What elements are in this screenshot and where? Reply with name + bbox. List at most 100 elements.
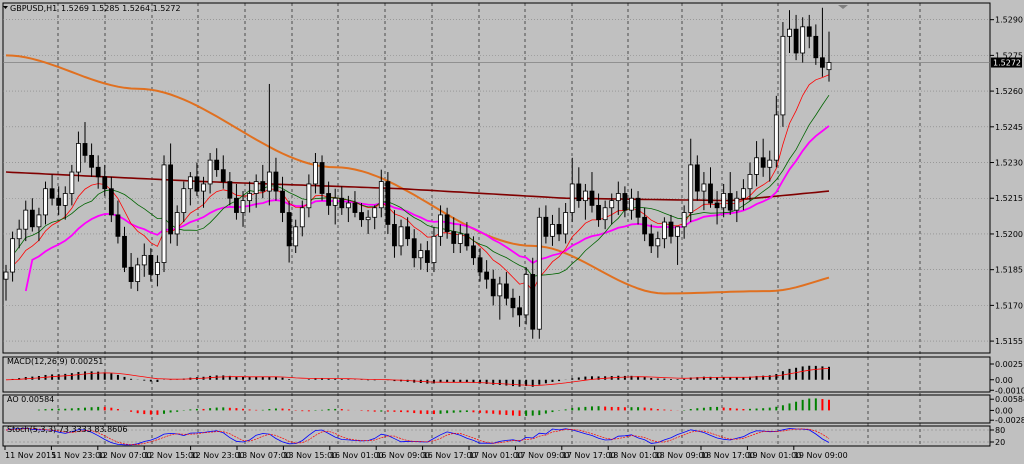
candle bbox=[29, 198, 35, 232]
candle bbox=[615, 181, 621, 215]
candle bbox=[260, 164, 266, 199]
bull-candle-body bbox=[378, 181, 384, 209]
candle bbox=[122, 226, 127, 273]
candle bbox=[3, 264, 9, 301]
candle bbox=[471, 236, 476, 265]
bull-candle-body bbox=[767, 159, 773, 168]
shift-marker-icon[interactable] bbox=[838, 5, 848, 9]
candle bbox=[253, 174, 259, 208]
sma-long-line bbox=[5, 54, 830, 295]
bear-candle-body bbox=[148, 254, 154, 275]
candle bbox=[220, 155, 226, 189]
candle bbox=[108, 176, 114, 223]
bear-candle-body bbox=[793, 28, 799, 54]
time-tick-label: 17 Nov 09:00 bbox=[515, 451, 569, 460]
candle bbox=[49, 174, 55, 206]
bull-candle-body bbox=[800, 26, 806, 54]
bear-candle-body bbox=[490, 278, 496, 297]
bull-candle-body bbox=[155, 262, 160, 275]
bear-candle-body bbox=[714, 202, 720, 209]
candle bbox=[490, 269, 496, 306]
bear-candle-body bbox=[635, 197, 641, 218]
candle bbox=[688, 138, 694, 223]
bull-candle-body bbox=[615, 193, 621, 202]
time-tick-label: 18 Nov 01:00 bbox=[608, 451, 662, 460]
candle bbox=[148, 248, 154, 282]
stoch-main-line bbox=[5, 427, 830, 446]
time-tick-label: 19 Nov 01:00 bbox=[747, 451, 801, 460]
time-tick-label: 12 Nov 15:00 bbox=[144, 451, 198, 460]
candle bbox=[668, 214, 674, 244]
triangle-down-icon[interactable] bbox=[3, 6, 8, 9]
candle bbox=[563, 203, 569, 244]
candle bbox=[773, 95, 779, 168]
bull-candle-body bbox=[662, 221, 667, 240]
candle bbox=[405, 217, 411, 246]
bull-candle-body bbox=[181, 188, 187, 213]
candle bbox=[694, 155, 700, 201]
time-tick-label: 17 Nov 17:00 bbox=[562, 451, 616, 460]
bear-candle-body bbox=[556, 224, 562, 235]
bear-candle-body bbox=[273, 171, 279, 192]
candle bbox=[418, 243, 424, 270]
candle bbox=[523, 267, 529, 325]
bull-candle-body bbox=[23, 209, 29, 230]
candle bbox=[806, 14, 812, 49]
candle bbox=[438, 205, 443, 246]
macd-signal-line bbox=[5, 368, 830, 386]
bull-candle-body bbox=[438, 214, 443, 237]
candle bbox=[760, 138, 766, 177]
bear-candle-body bbox=[108, 188, 114, 216]
candle bbox=[385, 172, 391, 234]
bear-candle-body bbox=[102, 176, 108, 190]
candle bbox=[602, 200, 608, 230]
candle bbox=[648, 224, 654, 253]
bear-candle-body bbox=[234, 197, 239, 213]
time-tick-label: 16 Nov 17:00 bbox=[423, 451, 477, 460]
candle bbox=[734, 191, 740, 223]
macd-tick-label: 0.00251 bbox=[995, 360, 1024, 369]
bear-candle-body bbox=[424, 250, 430, 263]
chart-title-ohlc: 1.5269 1.5285 1.5264 1.5272 bbox=[61, 4, 181, 13]
bear-candle-body bbox=[517, 307, 522, 316]
candle bbox=[293, 219, 299, 253]
candle bbox=[800, 17, 806, 63]
candle bbox=[820, 7, 825, 77]
price-tick-label: 1.5170 bbox=[995, 301, 1023, 310]
candle bbox=[444, 207, 450, 239]
bear-candle-body bbox=[477, 257, 483, 273]
candle bbox=[747, 162, 753, 201]
time-tick-label: 13 Nov 07:00 bbox=[237, 451, 291, 460]
bear-candle-body bbox=[392, 224, 397, 247]
candle bbox=[266, 83, 272, 206]
time-tick-label: 11 Nov 2015 bbox=[5, 451, 56, 460]
bear-candle-body bbox=[503, 283, 509, 299]
bull-candle-body bbox=[69, 171, 75, 194]
bear-candle-body bbox=[530, 274, 536, 330]
time-tick-label: 16 Nov 01:00 bbox=[330, 451, 384, 460]
candle bbox=[365, 210, 371, 234]
candle bbox=[675, 226, 680, 265]
bull-candle-body bbox=[675, 226, 680, 237]
panel-frame-stoch bbox=[2, 425, 991, 447]
bull-candle-body bbox=[240, 200, 246, 213]
candle bbox=[95, 155, 101, 189]
candle bbox=[477, 248, 483, 282]
price-tick-label: 1.5245 bbox=[995, 123, 1023, 132]
candle bbox=[62, 186, 68, 220]
stoch-tick-label: 80 bbox=[995, 426, 1005, 435]
bear-candle-body bbox=[760, 157, 766, 168]
price-tick-label: 1.5290 bbox=[995, 16, 1023, 25]
candle bbox=[589, 172, 595, 213]
bull-candle-body bbox=[36, 214, 42, 228]
bear-candle-body bbox=[128, 266, 134, 282]
bull-candle-body bbox=[701, 183, 707, 192]
bull-candle-body bbox=[826, 62, 832, 71]
candle bbox=[332, 188, 338, 225]
bull-candle-body bbox=[418, 250, 424, 259]
candle bbox=[727, 172, 733, 215]
candle bbox=[714, 191, 720, 225]
bear-candle-body bbox=[806, 26, 812, 37]
